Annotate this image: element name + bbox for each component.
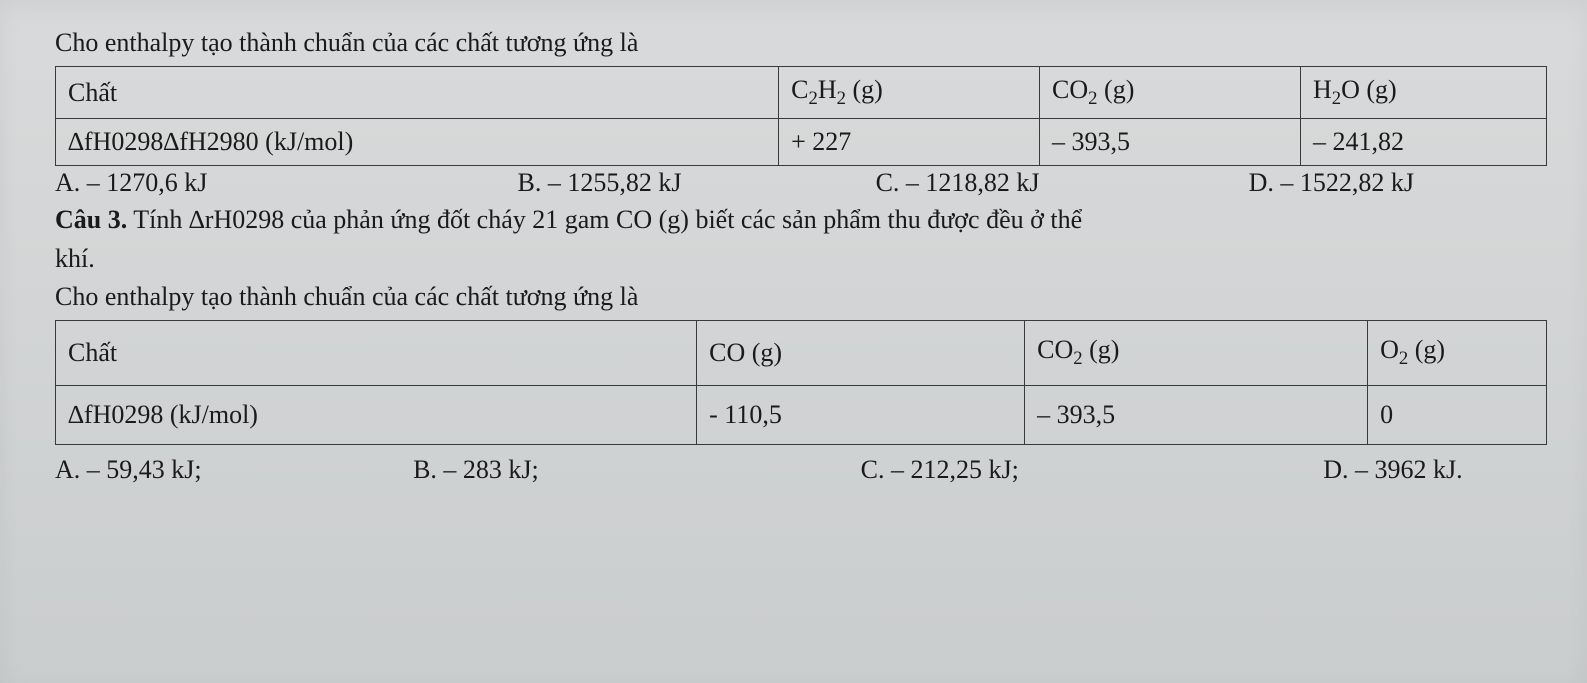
t1-r2: – 393,5	[1040, 119, 1301, 166]
enthalpy-table-1: Chất C2H2 (g) CO2 (g) H2O (g) ∆fH0298∆fH…	[55, 66, 1547, 166]
t2-h2: CO2 (g)	[1025, 321, 1368, 385]
answers-row-2: A. – 59,43 kJ; B. – 283 kJ; C. – 212,25 …	[55, 455, 1547, 485]
t2-r3: 0	[1368, 385, 1547, 444]
t1-h2: CO2 (g)	[1040, 67, 1301, 119]
t2-h3: O2 (g)	[1368, 321, 1547, 385]
lead-text-2: Cho enthalpy tạo thành chuẩn của các chấ…	[55, 282, 1547, 312]
answer-1-d: D. – 1522,82 kJ	[1249, 168, 1547, 198]
t2-r1: - 110,5	[697, 385, 1025, 444]
t1-h0: Chất	[56, 67, 779, 119]
exam-page: Cho enthalpy tạo thành chuẩn của các chấ…	[0, 0, 1587, 683]
question-3-line1: Câu 3. Tính ∆rH0298 của phản ứng đốt chá…	[55, 202, 1547, 237]
answer-1-c: C. – 1218,82 kJ	[876, 168, 1249, 198]
t1-r3: – 241,82	[1300, 119, 1546, 166]
t1-r1: + 227	[779, 119, 1040, 166]
lead-text-1: Cho enthalpy tạo thành chuẩn của các chấ…	[55, 28, 1547, 58]
t2-h0: Chất	[56, 321, 697, 385]
answer-1-b: B. – 1255,82 kJ	[518, 168, 876, 198]
t2-r2: – 393,5	[1025, 385, 1368, 444]
answer-2-a: A. – 59,43 kJ;	[55, 455, 413, 485]
enthalpy-table-2: Chất CO (g) CO2 (g) O2 (g) ∆fH0298 (kJ/m…	[55, 320, 1547, 444]
answers-row-1: A. – 1270,6 kJ B. – 1255,82 kJ C. – 1218…	[55, 168, 1547, 198]
t2-h1: CO (g)	[697, 321, 1025, 385]
answer-1-a: A. – 1270,6 kJ	[55, 168, 518, 198]
answer-2-b: B. – 283 kJ;	[413, 455, 861, 485]
t1-h1: C2H2 (g)	[779, 67, 1040, 119]
answer-2-d: D. – 3962 kJ.	[1323, 455, 1547, 485]
t2-r0: ∆fH0298 (kJ/mol)	[56, 385, 697, 444]
question-3-line2: khí.	[55, 241, 1547, 276]
t1-h3: H2O (g)	[1300, 67, 1546, 119]
t1-r0: ∆fH0298∆fH2980 (kJ/mol)	[56, 119, 779, 166]
answer-2-c: C. – 212,25 kJ;	[861, 455, 1324, 485]
